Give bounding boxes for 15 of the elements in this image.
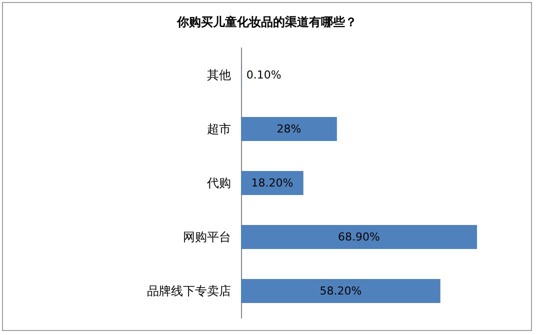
y-tick-label: 超市 — [207, 122, 231, 136]
data-label: 28% — [276, 122, 302, 136]
data-label: 68.90% — [338, 230, 380, 244]
y-tick-label: 其他 — [207, 68, 231, 82]
bar — [241, 279, 440, 303]
data-label: 0.10% — [246, 68, 282, 82]
y-tick-label: 代购 — [206, 176, 231, 190]
y-tick-label: 品牌线下专卖店 — [147, 284, 231, 298]
y-tick-label: 网购平台 — [183, 230, 231, 244]
chart-title: 你购买儿童化妆品的渠道有哪些？ — [176, 15, 357, 29]
data-label: 58.20% — [320, 284, 362, 298]
bar — [241, 117, 337, 141]
bar — [241, 171, 304, 195]
bar — [241, 225, 477, 249]
data-label: 18.20% — [251, 176, 294, 190]
